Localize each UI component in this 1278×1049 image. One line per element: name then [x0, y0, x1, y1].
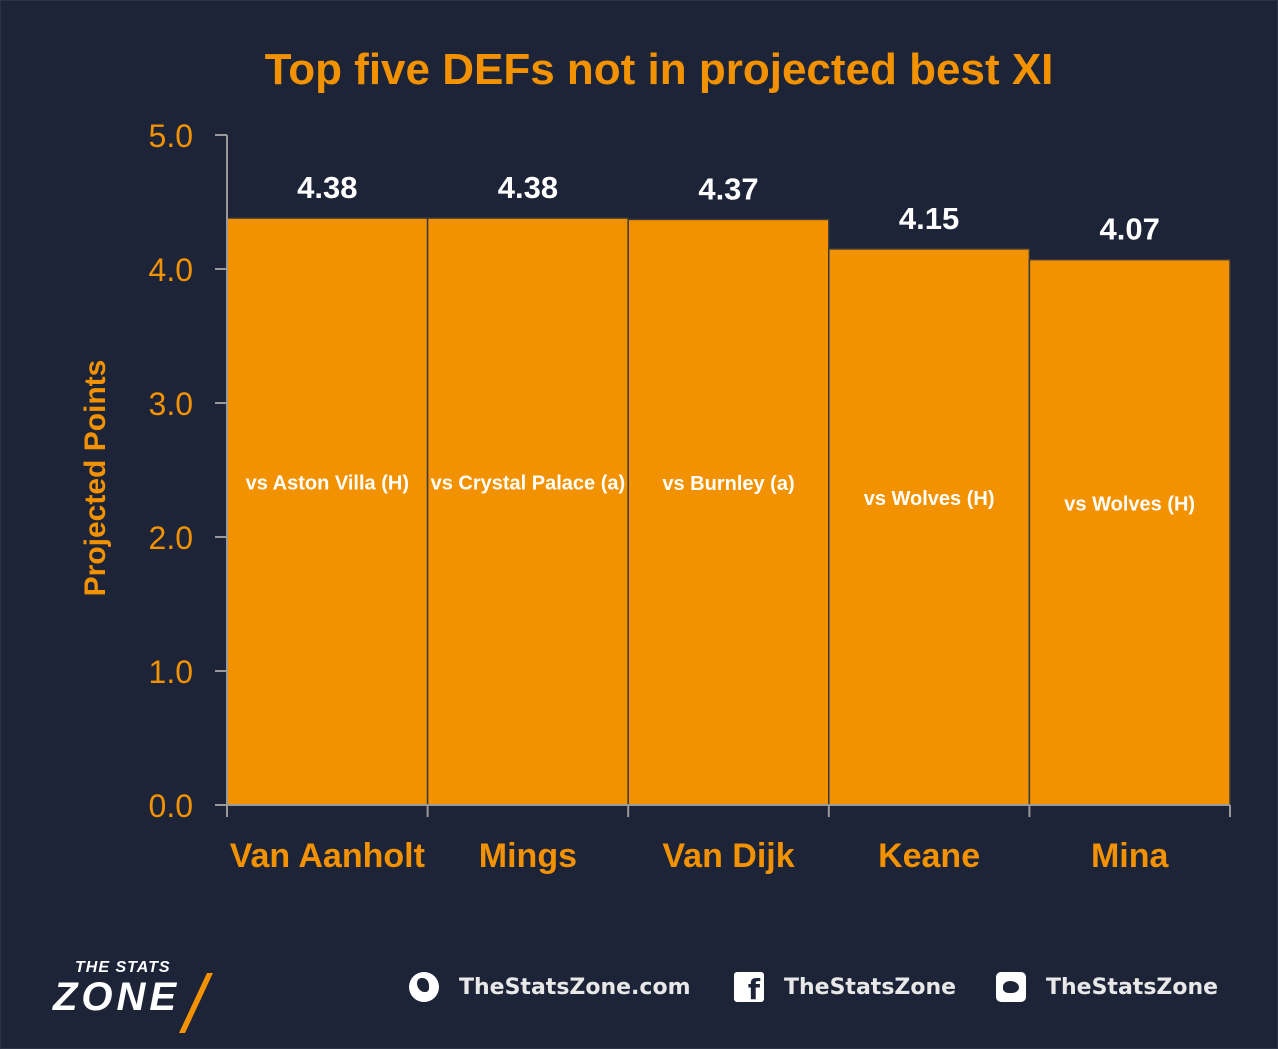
x-tick-label: Van Dijk — [662, 837, 794, 875]
y-tick-label: 4.0 — [149, 252, 193, 288]
footer: THE STATS ZONE TheStatsZone.com TheStats… — [1, 941, 1278, 1041]
twitter-link[interactable]: TheStatsZone — [996, 971, 1218, 1003]
y-tick-label: 0.0 — [149, 788, 193, 824]
bar-opponent-label: vs Aston Villa (H) — [246, 473, 409, 495]
facebook-icon — [734, 972, 764, 1006]
bar-2 — [426, 217, 629, 806]
logo-slash — [179, 973, 213, 1033]
bar-opponent-label: vs Burnley (a) — [662, 473, 794, 495]
bar-4 — [828, 248, 1031, 806]
logo-top-text: THE STATS — [75, 959, 171, 976]
logo-main-text: ZONE — [53, 975, 181, 1019]
twitter-icon — [996, 972, 1026, 1002]
twitter-text: TheStatsZone — [1046, 974, 1219, 1000]
bar-1 — [226, 217, 429, 806]
bar-chart: 0.0 1.0 2.0 3.0 4.0 5.0 Van Aanholt Mings Van Di… — [79, 118, 1231, 875]
stats-zone-logo: THE STATS ZONE — [53, 955, 268, 1035]
y-tick-label: 5.0 — [149, 118, 193, 154]
y-tick-label: 1.0 — [149, 654, 193, 690]
y-tick-label: 2.0 — [149, 520, 193, 556]
y-axis-title: Projected Points — [79, 360, 112, 597]
x-tick-label: Keane — [878, 837, 980, 875]
bar-5 — [1028, 258, 1231, 806]
facebook-link[interactable]: TheStatsZone — [734, 971, 957, 1006]
facebook-text: TheStatsZone — [784, 974, 957, 1000]
globe-icon — [409, 972, 439, 1002]
value-label: 4.38 — [498, 170, 558, 205]
x-tick-label: Van Aanholt — [230, 837, 425, 875]
website-text: TheStatsZone.com — [459, 974, 691, 1000]
value-label: 4.37 — [698, 171, 758, 206]
bar-3 — [627, 218, 830, 806]
y-tick-label: 3.0 — [149, 386, 193, 422]
x-tick-label: Mings — [479, 837, 577, 875]
bar-opponent-label: vs Crystal Palace (a) — [431, 473, 626, 495]
chart-title: Top five DEFs not in projected best XI — [264, 45, 1054, 94]
value-label: 4.15 — [899, 201, 959, 236]
bar-opponent-label: vs Wolves (H) — [864, 488, 995, 510]
website-link[interactable]: TheStatsZone.com — [409, 971, 691, 1003]
x-tick-label: Mina — [1091, 837, 1170, 875]
value-label: 4.07 — [1100, 212, 1160, 247]
bar-opponent-label: vs Wolves (H) — [1064, 493, 1195, 515]
value-label: 4.38 — [297, 170, 357, 205]
